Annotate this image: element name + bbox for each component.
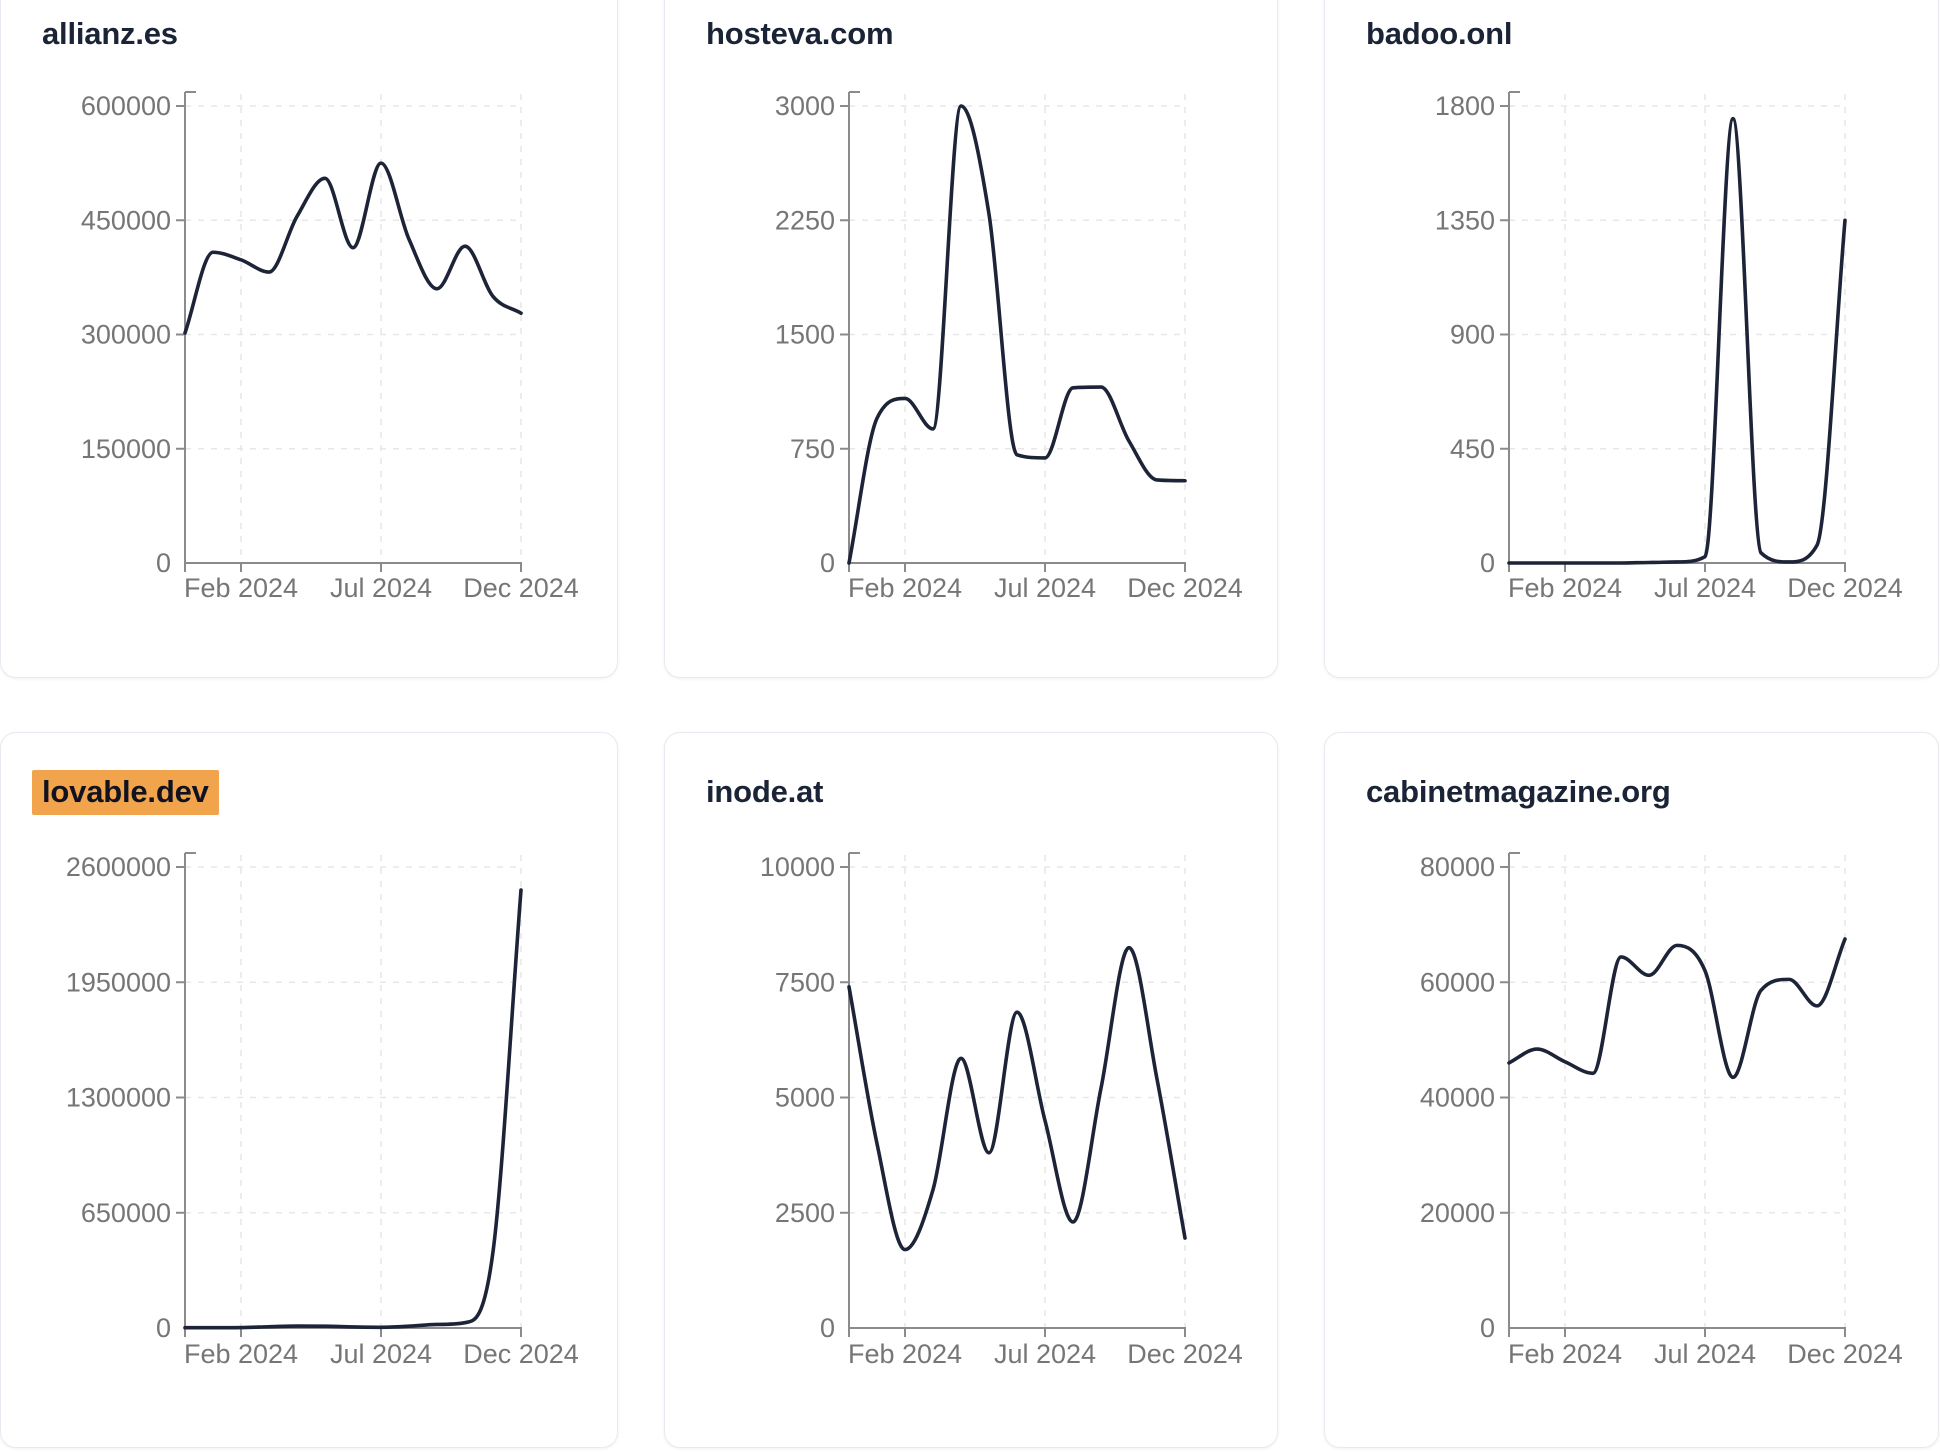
trend-line [847,104,1187,565]
y-axis-tick-label: 0 [820,1313,835,1343]
y-axis-tick-label: 600000 [81,91,171,121]
y-axis-tick-label: 1800 [1435,91,1495,121]
x-axis-tick-label: Dec 2024 [1127,573,1243,603]
y-axis-tick-label: 2600000 [66,852,171,882]
x-axis-tick-label: Dec 2024 [1127,1339,1243,1369]
y-axis-tick-label: 1500 [775,320,835,350]
x-axis-tick-label: Feb 2024 [184,1339,298,1369]
trend-line [1507,937,1847,1080]
domain-name-label: allianz.es [42,16,178,51]
y-axis-tick-label: 650000 [81,1198,171,1228]
chart-card: lovable.dev 0 650000 1300000 1950000 2600000… [0,732,618,1448]
domain-name-label-highlighted: lovable.dev [32,770,219,815]
x-axis-tick-label: Jul 2024 [994,573,1096,603]
x-axis-tick-label: Jul 2024 [1654,1339,1756,1369]
y-axis-tick-label: 0 [156,1313,171,1343]
y-axis-tick-label: 2500 [775,1198,835,1228]
line-chart-badoo-onl: 0 450 900 1350 1800 Feb 2024 Jul 2024 Dec 2024 [1435,91,1903,603]
trend-line [183,888,523,1330]
domain-name-label: cabinetmagazine.org [1366,774,1671,809]
x-axis-tick-label: Feb 2024 [1508,573,1622,603]
y-axis-tick-label: 1350 [1435,205,1495,235]
y-axis-tick-label: 0 [820,548,835,578]
y-axis-tick-label: 1950000 [66,967,171,997]
y-axis-tick-label: 40000 [1420,1083,1495,1113]
y-axis-tick-label: 3000 [775,91,835,121]
y-axis-tick-label: 300000 [81,320,171,350]
chart-card: inode.at 0 2500 5000 7500 10000 Feb 2024 Jul 2… [664,732,1278,1448]
x-axis-tick-label: Jul 2024 [330,573,432,603]
line-chart-allianz-es: 0 150000 300000 450000 600000 Feb 2024 Jul 202… [81,91,579,603]
y-axis-tick-label: 20000 [1420,1198,1495,1228]
y-axis-tick-label: 10000 [760,852,835,882]
trend-line [183,161,523,335]
y-axis-tick-label: 0 [156,548,171,578]
chart-card: badoo.onl 0 450 900 1350 1800 Feb 2024 Jul 202… [1324,0,1939,678]
chart-title: cabinetmagazine.org [1366,773,1671,811]
trend-line [847,945,1187,1252]
y-axis-tick-label: 2250 [775,205,835,235]
chart-title: allianz.es [42,15,178,53]
y-axis-tick-label: 7500 [775,967,835,997]
y-axis-tick-label: 1300000 [66,1083,171,1113]
line-chart-hosteva-com: 0 750 1500 2250 3000 Feb 2024 Jul 2024 Dec 2024 [775,91,1243,603]
trend-line [1507,116,1847,565]
line-chart-cabinetmagazine-org: 0 20000 40000 60000 80000 Feb 2024 Jul 2024 Dec… [1420,852,1903,1369]
x-axis-tick-label: Feb 2024 [848,1339,962,1369]
y-axis-tick-label: 80000 [1420,852,1495,882]
line-chart-inode-at: 0 2500 5000 7500 10000 Feb 2024 Jul 2024 Dec 20… [760,852,1243,1369]
x-axis-tick-label: Feb 2024 [1508,1339,1622,1369]
x-axis-tick-label: Dec 2024 [463,1339,579,1369]
x-axis-tick-label: Jul 2024 [330,1339,432,1369]
line-chart-lovable-dev: 0 650000 1300000 1950000 2600000 Feb 2024 Jul … [66,852,579,1369]
y-axis-tick-label: 450 [1450,434,1495,464]
y-axis-tick-label: 60000 [1420,967,1495,997]
y-axis-tick-label: 0 [1480,548,1495,578]
chart-card: allianz.es 0 150000 300000 450000 600000 Feb … [0,0,618,678]
y-axis-tick-label: 0 [1480,1313,1495,1343]
chart-title: hosteva.com [706,15,894,53]
x-axis-tick-label: Jul 2024 [1654,573,1756,603]
x-axis-tick-label: Jul 2024 [994,1339,1096,1369]
chart-title: lovable.dev [32,770,219,815]
x-axis-tick-label: Feb 2024 [184,573,298,603]
x-axis-tick-label: Dec 2024 [463,573,579,603]
chart-title: inode.at [706,773,823,811]
chart-card: hosteva.com 0 750 1500 2250 3000 Feb 2024 Jul … [664,0,1278,678]
y-axis-tick-label: 450000 [81,205,171,235]
y-axis-tick-label: 900 [1450,320,1495,350]
domain-name-label: badoo.onl [1366,16,1513,51]
x-axis-tick-label: Dec 2024 [1787,573,1903,603]
x-axis-tick-label: Feb 2024 [848,573,962,603]
y-axis-tick-label: 750 [790,434,835,464]
y-axis-tick-label: 150000 [81,434,171,464]
chart-card: cabinetmagazine.org 0 20000 40000 60000 8000… [1324,732,1939,1448]
domain-name-label: inode.at [706,774,824,809]
chart-title: badoo.onl [1366,15,1512,53]
y-axis-tick-label: 5000 [775,1083,835,1113]
x-axis-tick-label: Dec 2024 [1787,1339,1903,1369]
domain-name-label: hosteva.com [706,16,894,51]
